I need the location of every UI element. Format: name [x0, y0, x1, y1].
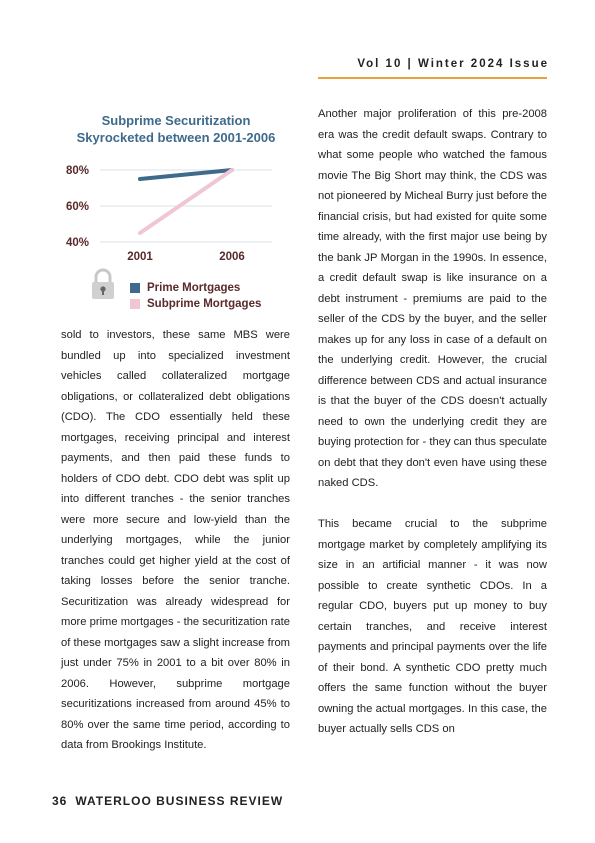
y-tick-label: 60%	[66, 201, 89, 213]
header-rule	[318, 77, 547, 79]
x-tick-label: 2001	[127, 251, 153, 263]
chart-title-line1: Subprime Securitization	[101, 113, 251, 128]
left-paragraph: sold to investors, these same MBS were b…	[61, 329, 290, 751]
chart-legend: Prime Mortgages Subprime Mortgages	[130, 280, 261, 312]
page-number: 36	[52, 794, 68, 808]
publication-name: WATERLOO BUSINESS REVIEW	[75, 794, 284, 808]
legend-label-prime: Prime Mortgages	[147, 282, 241, 294]
y-tick-label: 40%	[66, 237, 89, 249]
lock-icon	[92, 268, 114, 299]
right-paragraph-1: Another major proliferation of this pre-…	[318, 108, 547, 489]
legend-item-subprime: Subprime Mortgages	[130, 296, 261, 312]
legend-label-subprime: Subprime Mortgages	[147, 298, 262, 310]
right-column: Another major proliferation of this pre-…	[318, 104, 547, 740]
legend-swatch-subprime	[130, 299, 140, 309]
x-tick-label: 2006	[219, 251, 245, 263]
series-line-subprime-mortgages	[138, 168, 234, 235]
chart-title-line2: Skyrocketed between 2001-2006	[76, 130, 276, 145]
series-line-prime-mortgages	[138, 168, 234, 181]
chart-title: Subprime Securitization Skyrocketed betw…	[60, 112, 292, 146]
chart-plot: 80% 60% 40% 2001 2006	[66, 165, 272, 263]
y-tick-label: 80%	[66, 165, 89, 177]
left-column: sold to investors, these same MBS were b…	[61, 325, 290, 756]
legend-swatch-prime	[130, 283, 140, 293]
chart: Subprime Securitization Skyrocketed betw…	[60, 108, 292, 318]
right-paragraph-2: This became crucial to the subprime mort…	[318, 518, 547, 735]
page-footer: 36 WATERLOO BUSINESS REVIEW	[52, 794, 283, 808]
legend-item-prime: Prime Mortgages	[130, 280, 261, 296]
issue-header: Vol 10 | Winter 2024 Issue	[357, 58, 549, 70]
